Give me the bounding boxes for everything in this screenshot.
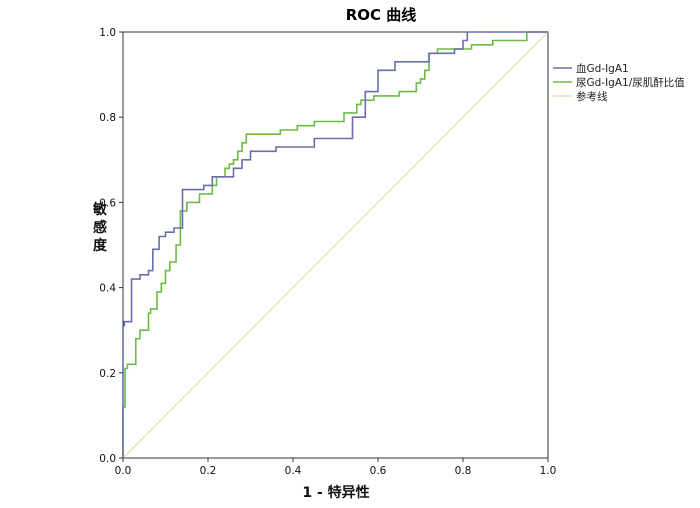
x-tick-label: 0.2 [200, 465, 217, 477]
plot-area [122, 31, 549, 459]
x-tick-label: 1.0 [540, 465, 557, 477]
y-axis-title: 敏感度 [92, 201, 108, 254]
x-tick-label: 0.0 [115, 465, 132, 477]
x-axis-ticks: 0.0 0.2 0.4 0.6 0.8 1.0 [115, 458, 557, 477]
x-tick-label: 0.4 [285, 465, 302, 477]
series-line-3 [122, 31, 549, 459]
y-tick-label: 0.6 [99, 197, 116, 209]
y-tick-label: 1.0 [99, 27, 116, 39]
x-tick-label: 0.6 [370, 465, 387, 477]
legend-label: 尿Gd-IgA1/尿肌酐比值 [576, 76, 685, 89]
legend-label: 血Gd-IgA1 [576, 62, 629, 75]
x-axis-title: 1 - 特异性 [302, 484, 369, 501]
legend-label: 参考线 [576, 90, 608, 103]
series-line-2 [122, 31, 548, 458]
y-axis-ticks: 0.0 0.2 0.4 0.6 0.8 1.0 [99, 27, 123, 465]
x-tick-label: 0.8 [455, 465, 472, 477]
y-tick-label: 0.4 [99, 283, 116, 295]
y-tick-label: 0.2 [99, 368, 116, 380]
plot-frame [122, 31, 549, 459]
y-tick-label: 0.0 [99, 453, 116, 465]
chart-title: ROC 曲线 [346, 6, 417, 24]
y-tick-label: 0.8 [99, 112, 116, 124]
series-line-1 [122, 31, 548, 458]
series-layer [122, 31, 549, 459]
